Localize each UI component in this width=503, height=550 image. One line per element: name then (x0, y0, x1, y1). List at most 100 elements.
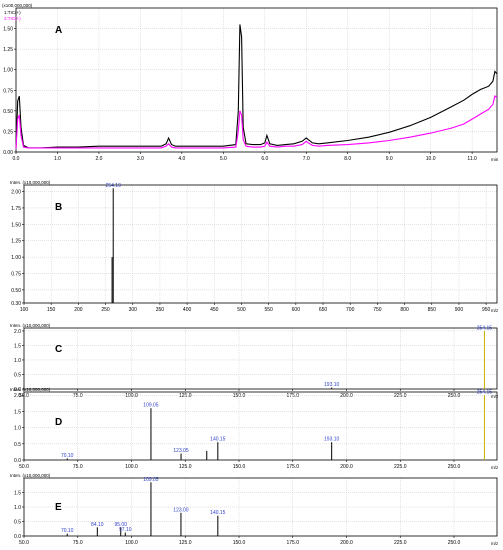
peak-label: 123.05 (173, 448, 189, 454)
x-tick-label: 6.0 (261, 156, 268, 162)
y-tick-label: 0.75 (3, 88, 13, 94)
x-tick-label: 50.0 (19, 540, 29, 546)
peak-label: 140.15 (210, 510, 226, 516)
y-tick-label: 1.50 (11, 222, 21, 228)
peak-label: 70.10 (61, 528, 74, 534)
y-tick-label: 0.30 (11, 301, 21, 307)
peak-label: 254.10 (106, 183, 122, 189)
x-tick-label: 800 (400, 307, 409, 313)
x-tick-label: 225.0 (394, 464, 407, 470)
x-tick-label: 4.0 (178, 156, 185, 162)
x-tick-label: 200 (74, 307, 83, 313)
y-tick-label: 1.5 (14, 491, 21, 497)
x-tick-label: 0.0 (13, 156, 20, 162)
x-tick-label: 175.0 (286, 540, 299, 546)
x-tick-label: 2.0 (95, 156, 102, 162)
y-tick-label: 1.0 (14, 426, 21, 432)
plot-frame (23, 327, 498, 390)
x-tick-label: 400 (183, 307, 192, 313)
y-tick-label: 1.0 (14, 505, 21, 511)
plot-frame (15, 7, 498, 153)
x-tick-label: 950 (482, 307, 491, 313)
legend-entry: 1:TIC(+) (4, 10, 21, 15)
peak-label: 109.05 (143, 477, 159, 483)
peak-label: 97.10 (119, 527, 132, 533)
plot-frame (23, 391, 498, 461)
panel-e: Inten. (x10,000,000) m/z E 50.0 75.0 100.0 125… (10, 473, 499, 546)
x-tick-label: 10.0 (426, 156, 436, 162)
peak-label: 254.15 (477, 390, 493, 396)
y-tick-label: 0.50 (11, 288, 21, 294)
x-tick-label: 175.0 (286, 464, 299, 470)
peak-label: 84.10 (91, 522, 104, 528)
x-tick-label: 300 (129, 307, 138, 313)
y-unit-label: Inten. (x10,000,000) (10, 473, 51, 478)
x-tick-label: 50.0 (19, 464, 29, 470)
x-tick-label: 550 (264, 307, 273, 313)
peak-label: 109.05 (143, 403, 159, 409)
x-tick-label: 150.0 (233, 464, 246, 470)
y-tick-label: 0.75 (11, 272, 21, 278)
x-tick-label: 450 (210, 307, 219, 313)
x-tick-label: 200.0 (340, 540, 353, 546)
y-tick-label: 1.75 (11, 206, 21, 212)
y-unit-label: Inten. (x10,000,000) (10, 387, 51, 392)
y-tick-label: 0.5 (14, 520, 21, 526)
y-tick-label: 1.25 (11, 239, 21, 245)
x-tick-label: 250 (101, 307, 110, 313)
x-tick-label: 1.0 (54, 156, 61, 162)
x-tick-label: 3.0 (137, 156, 144, 162)
panel-b: Inten. (x10,000,000) m/z B 100 150 200 250 300 3… (10, 180, 499, 313)
y-tick-label: 2.00 (11, 190, 21, 196)
y-tick-label: 0.0 (14, 387, 21, 393)
y-tick-label: 1.5 (14, 343, 21, 349)
series-line-2 (15, 95, 498, 149)
y-tick-label: 2.0 (14, 329, 21, 335)
y-tick-label: 0.0 (14, 534, 21, 540)
peak-label: 123.00 (173, 507, 189, 513)
panel-letter: D (55, 417, 62, 428)
y-unit-label: Inten. (x10,000,000) (10, 180, 51, 185)
x-tick-label: 75.0 (73, 464, 83, 470)
x-tick-label: 900 (455, 307, 464, 313)
x-tick-label: 200.0 (340, 464, 353, 470)
x-tick-label: 500 (237, 307, 246, 313)
peak-label: 95.00 (114, 522, 127, 528)
peak-label: 140.15 (210, 437, 226, 443)
panel-letter: A (55, 25, 62, 36)
panel-a: (x100,000,000) min A 0.0 1.0 2.0 3.0 4.0 5.0 6.0 7… (2, 3, 499, 162)
y-tick-label: 1.0 (14, 358, 21, 364)
x-tick-label: 9.0 (386, 156, 393, 162)
x-tick-label: 100.0 (125, 540, 138, 546)
x-unit-label: m/z (491, 394, 499, 399)
y-tick-label: 1.00 (3, 68, 13, 74)
x-tick-label: 150 (47, 307, 56, 313)
x-tick-label: 100 (20, 307, 29, 313)
x-tick-label: 5.0 (220, 156, 227, 162)
y-tick-label: 0.0 (14, 458, 21, 464)
y-tick-label: 1.00 (11, 255, 21, 261)
peak-label: 70.10 (61, 453, 74, 459)
y-tick-label: 0.5 (14, 372, 21, 378)
y-unit-label: Inten. (x10,000,000) (10, 323, 51, 328)
y-tick-label: 0.25 (3, 129, 13, 135)
x-unit-label: min (491, 157, 499, 162)
y-tick-label: 0.50 (3, 109, 13, 115)
peak-label: 193.10 (324, 382, 340, 388)
x-tick-label: 250.0 (448, 540, 461, 546)
x-tick-label: 750 (373, 307, 382, 313)
x-tick-label: 250.0 (448, 464, 461, 470)
x-tick-label: 125.0 (179, 540, 192, 546)
x-tick-label: 600 (292, 307, 301, 313)
plot-frame (23, 184, 498, 304)
y-tick-label: 2.0 (14, 393, 21, 399)
x-tick-label: 100.0 (125, 464, 138, 470)
x-tick-label: 850 (428, 307, 437, 313)
y-tick-label: 1.25 (3, 47, 13, 53)
panel-letter: E (55, 502, 62, 513)
x-tick-label: 75.0 (73, 540, 83, 546)
x-tick-label: 150.0 (233, 540, 246, 546)
x-tick-label: 650 (319, 307, 328, 313)
